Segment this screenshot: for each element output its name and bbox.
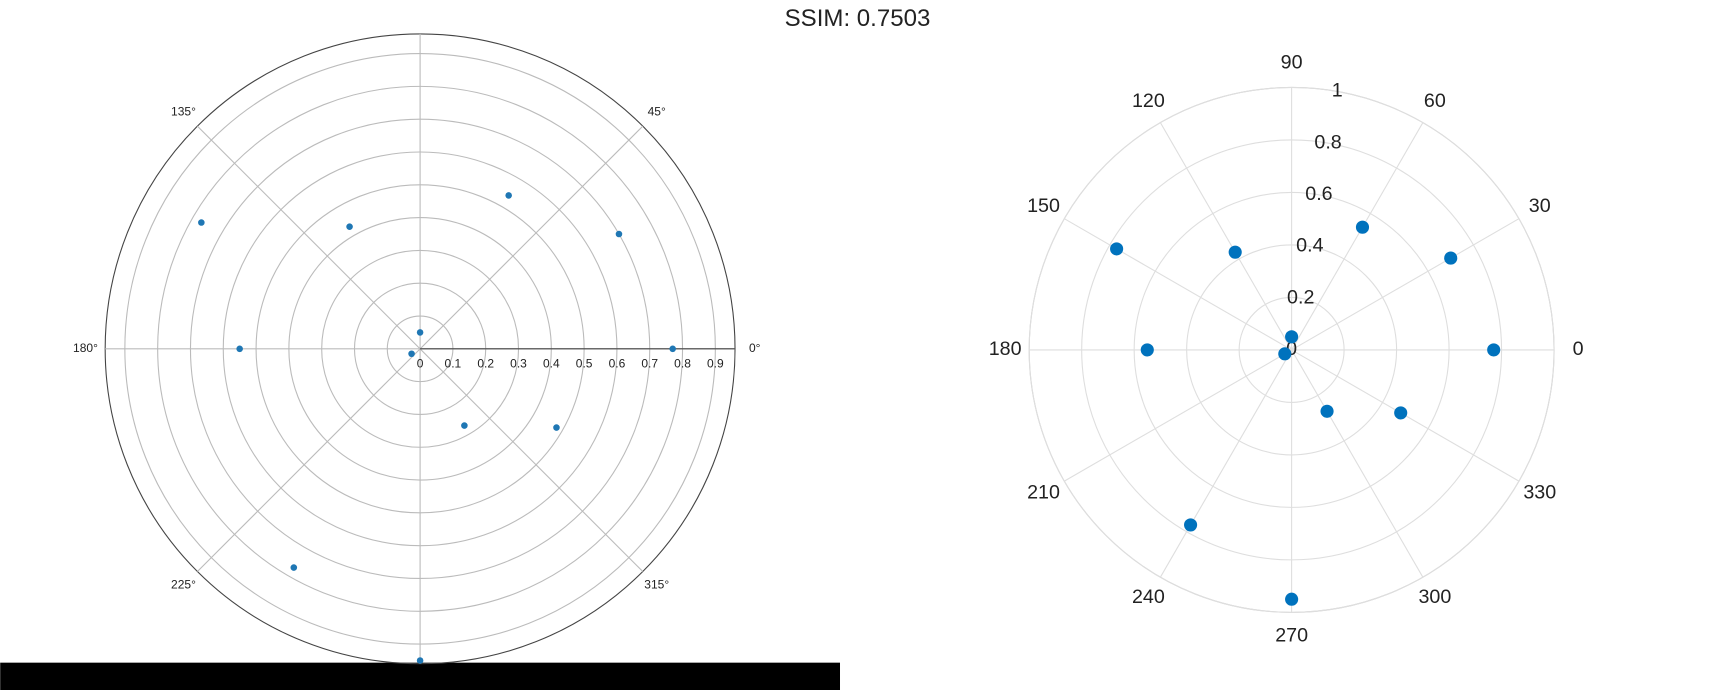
r-tick-label: 0.9: [707, 356, 724, 370]
angular-grid-line: [1291, 218, 1520, 351]
point: [1110, 242, 1124, 256]
r-tick-label: 0: [1286, 338, 1297, 360]
theta-tick-label: 315°: [644, 578, 669, 592]
r-tick-label: 0.7: [641, 356, 658, 370]
point: [1140, 343, 1154, 357]
radial-grid-line: [1133, 191, 1450, 508]
theta-tick-label: 330: [1523, 481, 1556, 503]
r-tick-label: 0.3: [510, 356, 527, 370]
point: [615, 230, 623, 238]
point: [1444, 251, 1458, 265]
theta-tick-label: 270: [1275, 625, 1308, 647]
radial-grid-line: [1081, 139, 1503, 561]
theta-tick-label: 210: [1027, 481, 1060, 503]
theta-tick-label: 0: [1573, 338, 1584, 360]
bottom-bar: [0, 662, 841, 690]
point: [290, 564, 298, 571]
angular-grid-line: [1064, 349, 1292, 482]
theta-tick-label: 0°: [749, 341, 761, 355]
chart-title: SSIM: 0.7503: [785, 5, 931, 32]
point: [1228, 245, 1242, 259]
r-tick-label: 0: [417, 356, 424, 370]
angular-grid-line: [419, 125, 644, 350]
radial-grid-line: [1238, 296, 1345, 403]
point: [1394, 406, 1408, 420]
r-tick-label: 0.2: [477, 356, 494, 370]
point: [1184, 518, 1198, 532]
angular-grid-line: [1064, 218, 1292, 351]
r-tick-label: 0.2: [1287, 286, 1314, 308]
theta-tick-label: 135°: [171, 104, 196, 118]
point: [346, 223, 353, 230]
angular-grid-line: [1291, 349, 1424, 578]
radial-grid-line: [1028, 86, 1555, 613]
point: [1278, 347, 1292, 361]
theta-tick-label: 225°: [171, 578, 196, 592]
point: [553, 424, 560, 431]
r-tick-label: 0.4: [543, 356, 560, 370]
r-tick-label: 0.6: [1305, 183, 1332, 205]
point: [1285, 330, 1299, 344]
theta-tick-label: 45°: [648, 104, 666, 118]
r-tick-label: 0.4: [1296, 235, 1323, 257]
point: [461, 422, 468, 429]
angular-grid-line: [1159, 349, 1293, 578]
angular-grid-line: [1291, 122, 1424, 351]
point: [1487, 343, 1501, 357]
theta-tick-label: 150: [1027, 195, 1060, 217]
r-tick-label: 0.6: [609, 356, 626, 370]
point: [669, 345, 676, 353]
r-tick-label: 0.5: [576, 356, 593, 370]
radial-grid-line: [1186, 244, 1398, 456]
point: [416, 329, 424, 336]
angular-grid-line: [197, 348, 421, 572]
theta-tick-label: 300: [1418, 586, 1451, 608]
point: [198, 219, 205, 226]
theta-tick-label: 180°: [73, 341, 98, 355]
point: [1355, 220, 1370, 234]
theta-tick-label: 240: [1132, 586, 1165, 608]
theta-tick-label: 180: [989, 338, 1022, 360]
angular-grid-line: [419, 348, 644, 572]
r-tick-label: 0.8: [1314, 131, 1341, 153]
point: [236, 345, 243, 353]
r-tick-label: 0.8: [674, 356, 691, 370]
r-tick-label: 0.1: [445, 356, 462, 370]
r-tick-label: 1: [1332, 80, 1343, 102]
point: [1320, 404, 1334, 418]
theta-tick-label: 60: [1424, 90, 1446, 112]
angular-grid-line: [197, 125, 421, 350]
point: [416, 657, 424, 664]
theta-tick-label: 90: [1281, 52, 1303, 74]
theta-tick-label: 120: [1132, 90, 1165, 112]
point: [505, 192, 512, 199]
point: [1285, 592, 1299, 606]
point: [408, 350, 415, 358]
angular-grid-line: [1159, 122, 1293, 351]
theta-tick-label: 30: [1529, 195, 1551, 217]
